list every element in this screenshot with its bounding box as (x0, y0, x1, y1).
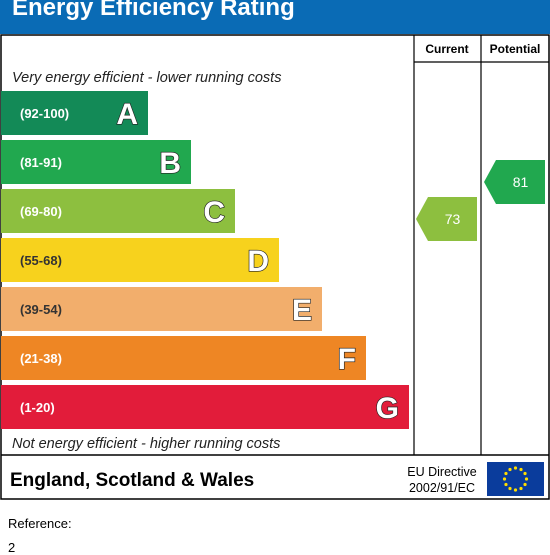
band-bar-f (1, 336, 366, 380)
band-letter-g: G (376, 392, 399, 425)
band-range-label: (1-20) (20, 400, 55, 415)
eu-flag-icon (487, 462, 544, 496)
bottom-caption: Not energy efficient - higher running co… (12, 436, 280, 452)
band-bar-g (1, 385, 409, 429)
band-bar-b (1, 140, 191, 184)
band-f: (21-38) F (1, 336, 366, 380)
marker-arrow-current (416, 197, 477, 241)
rating-bands: (92-100) A (81-91) B (69-80) C (55-68) D (39-54)… (1, 91, 409, 429)
band-c: (69-80) C (1, 189, 235, 233)
rating-markers: 73 81 (416, 160, 545, 241)
band-g: (1-20) G (1, 385, 409, 429)
band-letter-c: C (203, 196, 225, 229)
footer-directive-line1: EU Directive (407, 465, 477, 479)
marker-arrow-potential (484, 160, 545, 204)
marker-current: 73 (416, 197, 477, 241)
footer-region: England, Scotland & Wales (10, 470, 254, 491)
band-b: (81-91) B (1, 140, 191, 184)
band-letter-b: B (159, 147, 181, 180)
marker-value-current: 73 (445, 211, 461, 227)
band-bar-c (1, 189, 235, 233)
reference-value: 2 (8, 540, 16, 555)
marker-value-potential: 81 (513, 174, 529, 190)
band-letter-e: E (292, 294, 312, 327)
band-letter-a: A (116, 98, 138, 131)
band-range-label: (21-38) (20, 351, 62, 366)
marker-potential: 81 (484, 160, 545, 204)
band-letter-f: F (338, 343, 356, 376)
footer-directive-line2: 2002/91/EC (409, 481, 475, 495)
band-range-label: (55-68) (20, 253, 62, 268)
reference-label: Reference: (8, 516, 72, 531)
band-a: (92-100) A (1, 91, 148, 135)
band-range-label: (92-100) (20, 106, 69, 121)
current-column-header: Current (425, 42, 468, 56)
band-e: (39-54) E (1, 287, 322, 331)
band-range-label: (39-54) (20, 302, 62, 317)
band-bar-d (1, 238, 279, 282)
chart-title: Energy Efficiency Rating (12, 0, 295, 21)
band-d: (55-68) D (1, 238, 279, 282)
band-range-label: (81-91) (20, 155, 62, 170)
band-letter-d: D (247, 245, 269, 278)
band-bar-a (1, 91, 148, 135)
band-range-label: (69-80) (20, 204, 62, 219)
potential-column-header: Potential (490, 42, 541, 56)
band-bar-e (1, 287, 322, 331)
title-banner: Energy Efficiency Rating (0, 0, 550, 34)
top-caption: Very energy efficient - lower running co… (12, 70, 281, 86)
